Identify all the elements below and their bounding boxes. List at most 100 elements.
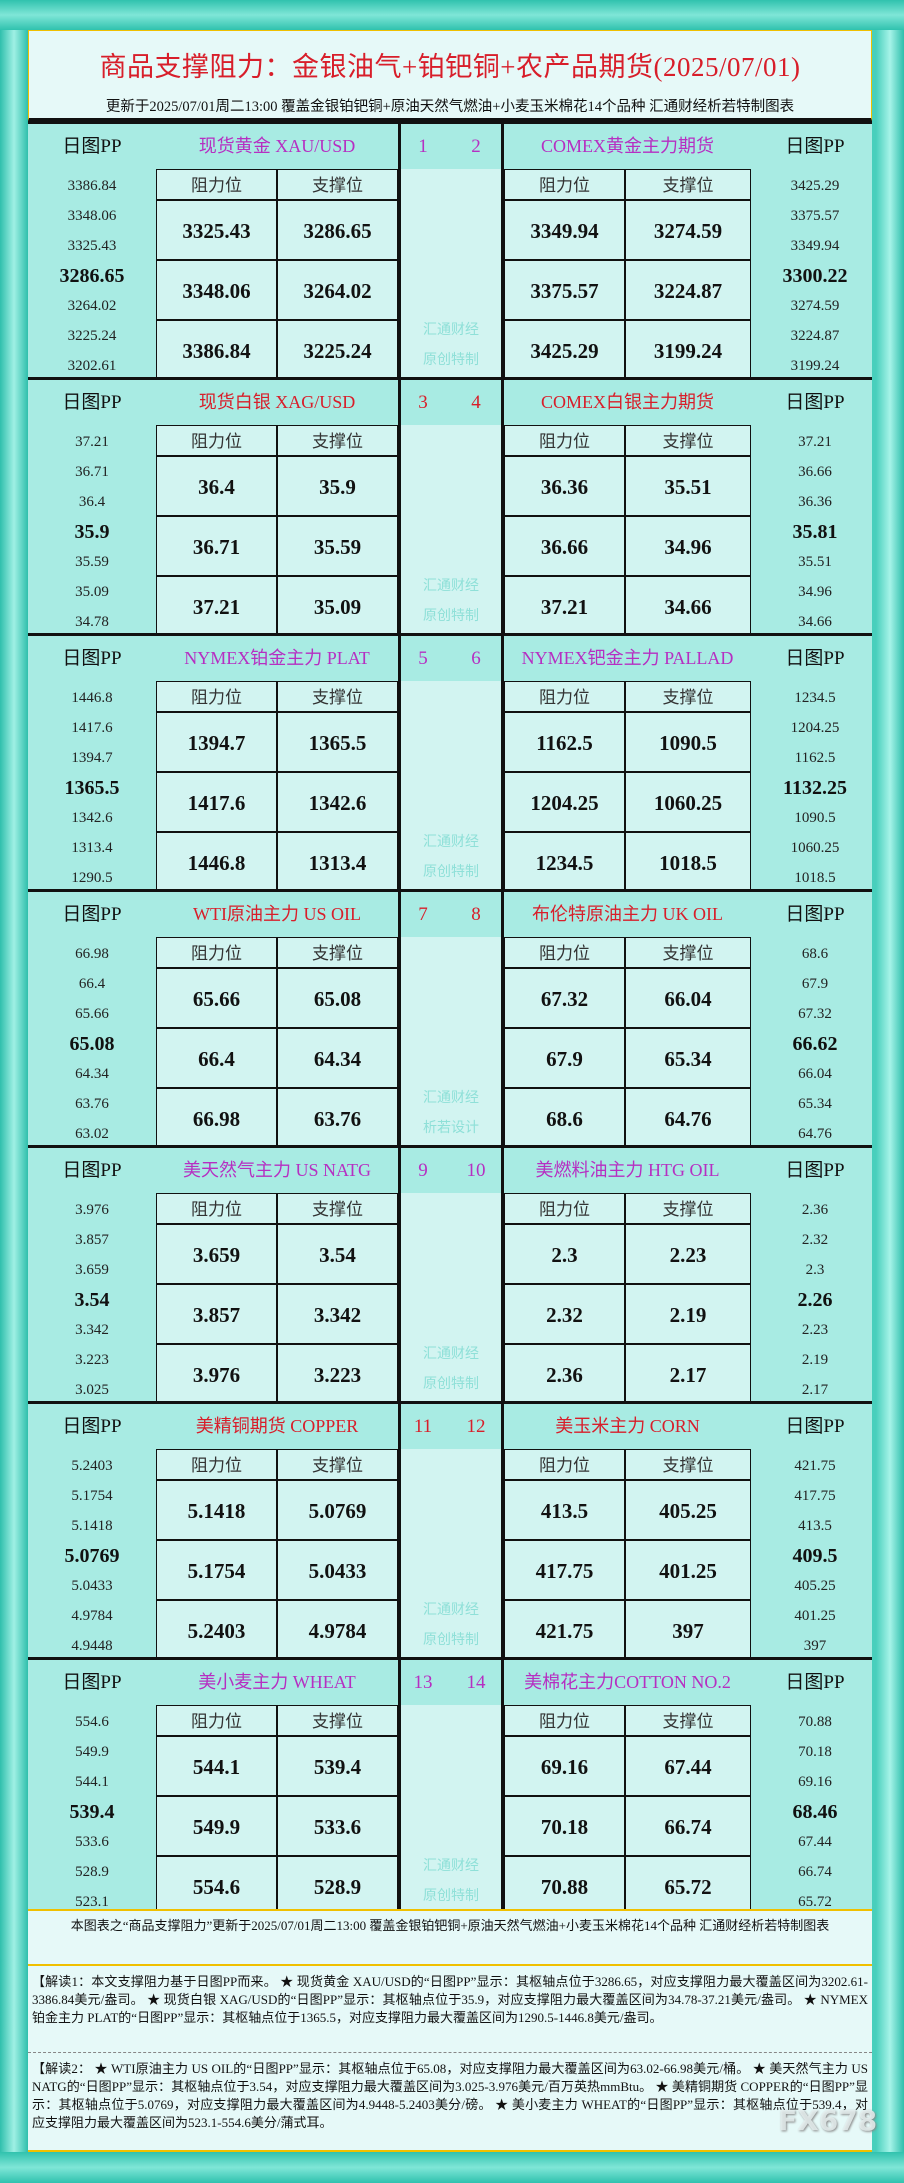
watermark-line: 析若设计 bbox=[423, 1121, 479, 1136]
support-value: 65.08 bbox=[277, 968, 398, 1028]
pp-label: 日图PP bbox=[785, 1416, 845, 1437]
resistance-header: 阻力位 bbox=[156, 1705, 277, 1736]
resistance-value: 3349.94 bbox=[504, 200, 625, 260]
pivot-point: 3286.65 bbox=[59, 265, 125, 287]
pivot-point: 2.26 bbox=[797, 1289, 833, 1311]
pp-level: 3199.24 bbox=[790, 358, 840, 374]
index-number-right: 10 bbox=[466, 1160, 486, 1181]
support-value: 401.25 bbox=[625, 1540, 751, 1600]
page-title: 商品支撑阻力：金银油气+铂钯铜+农产品期货(2025/07/01) bbox=[99, 52, 801, 82]
support-value: 34.66 bbox=[625, 576, 751, 636]
watermark-line: 汇通财经 bbox=[423, 1347, 479, 1362]
pp-level: 1162.5 bbox=[794, 750, 836, 766]
pp-label: 日图PP bbox=[62, 1672, 122, 1693]
pp-level: 67.9 bbox=[801, 976, 829, 992]
resistance-value: 36.4 bbox=[156, 456, 277, 516]
pp-level: 2.36 bbox=[801, 1202, 829, 1218]
pp-level: 3386.84 bbox=[67, 178, 117, 194]
support-value: 3264.02 bbox=[277, 260, 398, 320]
support-value: 63.76 bbox=[277, 1088, 398, 1148]
support-value: 3.342 bbox=[277, 1284, 398, 1344]
pp-label: 日图PP bbox=[785, 392, 845, 413]
support-value: 3224.87 bbox=[625, 260, 751, 320]
instrument-title: 美精铜期货 COPPER bbox=[195, 1416, 359, 1436]
resistance-value: 36.71 bbox=[156, 516, 277, 576]
commodity-block: 日图PP NYMEX铂金主力 PLAT 阻力位 支撑位 1394.7 1365.5 1417… bbox=[28, 633, 872, 892]
watermark-line: 原创特制 bbox=[423, 865, 479, 880]
resistance-value: 5.2403 bbox=[156, 1600, 277, 1660]
support-header: 支撑位 bbox=[625, 937, 751, 968]
pp-label: 日图PP bbox=[62, 904, 122, 925]
support-header: 支撑位 bbox=[625, 1705, 751, 1736]
commodity-block: 日图PP 现货黄金 XAU/USD 阻力位 支撑位 3325.43 3286.65 3348… bbox=[28, 121, 872, 380]
resistance-header: 阻力位 bbox=[504, 425, 625, 456]
index-header bbox=[398, 636, 504, 681]
resistance-value: 413.5 bbox=[504, 1480, 625, 1540]
pivot-point: 35.81 bbox=[792, 521, 838, 543]
index-header bbox=[398, 892, 504, 937]
resistance-value: 1162.5 bbox=[504, 712, 625, 772]
pivot-point: 3300.22 bbox=[782, 265, 848, 287]
pp-level: 405.25 bbox=[794, 1578, 836, 1594]
pp-level: 63.02 bbox=[75, 1126, 109, 1142]
watermark-column: 汇通财经 原创特制 bbox=[398, 1193, 504, 1404]
support-value: 533.6 bbox=[277, 1796, 398, 1856]
support-value: 35.09 bbox=[277, 576, 398, 636]
resistance-value: 1204.25 bbox=[504, 772, 625, 832]
pp-label: 日图PP bbox=[62, 1416, 122, 1437]
index-header bbox=[398, 124, 504, 169]
instrument-title: WTI原油主力 US OIL bbox=[193, 904, 361, 924]
pp-level: 4.9448 bbox=[71, 1638, 113, 1654]
resistance-value: 3386.84 bbox=[156, 320, 277, 380]
pivot-point: 5.0769 bbox=[64, 1545, 120, 1567]
fx678-logo: FX678 bbox=[778, 2104, 878, 2137]
watermark-column: 汇通财经 原创特制 bbox=[398, 425, 504, 636]
resistance-value: 3.659 bbox=[156, 1224, 277, 1284]
index-number-right: 4 bbox=[471, 392, 481, 413]
resistance-value: 70.88 bbox=[504, 1856, 625, 1916]
pp-level: 66.98 bbox=[75, 946, 109, 962]
support-value: 539.4 bbox=[277, 1736, 398, 1796]
pp-level: 66.4 bbox=[78, 976, 106, 992]
pp-level: 68.6 bbox=[801, 946, 829, 962]
pp-level: 65.72 bbox=[798, 1894, 832, 1910]
pp-level: 3.025 bbox=[75, 1382, 109, 1398]
top-decor-band bbox=[0, 0, 904, 30]
pp-level: 70.88 bbox=[798, 1714, 832, 1730]
support-header: 支撑位 bbox=[625, 1449, 751, 1480]
pp-level: 3349.94 bbox=[790, 238, 840, 254]
pp-level: 5.2403 bbox=[71, 1458, 113, 1474]
support-value: 1313.4 bbox=[277, 832, 398, 892]
support-value: 1090.5 bbox=[625, 712, 751, 772]
resistance-header: 阻力位 bbox=[504, 1193, 625, 1224]
support-value: 67.44 bbox=[625, 1736, 751, 1796]
support-value: 66.04 bbox=[625, 968, 751, 1028]
support-value: 3274.59 bbox=[625, 200, 751, 260]
resistance-header: 阻力位 bbox=[156, 681, 277, 712]
support-header: 支撑位 bbox=[277, 169, 398, 200]
support-value: 405.25 bbox=[625, 1480, 751, 1540]
pp-level: 34.96 bbox=[798, 584, 832, 600]
pivot-point: 66.62 bbox=[792, 1033, 838, 1055]
support-value: 66.74 bbox=[625, 1796, 751, 1856]
pp-level: 1394.7 bbox=[71, 750, 113, 766]
interpretation-1: 【解读1：本文支撑阻力基于日图PP而来。 ★ 现货黄金 XAU/USD的“日图P… bbox=[28, 1966, 872, 2053]
support-header: 支撑位 bbox=[625, 681, 751, 712]
instrument-title: COMEX白银主力期货 bbox=[540, 392, 714, 412]
resistance-value: 2.36 bbox=[504, 1344, 625, 1404]
support-value: 35.9 bbox=[277, 456, 398, 516]
resistance-value: 549.9 bbox=[156, 1796, 277, 1856]
pivot-point: 68.46 bbox=[792, 1801, 838, 1823]
pp-level: 66.04 bbox=[798, 1066, 832, 1082]
resistance-value: 3348.06 bbox=[156, 260, 277, 320]
resistance-value: 65.66 bbox=[156, 968, 277, 1028]
pp-level: 5.0433 bbox=[71, 1578, 113, 1594]
pp-level: 64.34 bbox=[75, 1066, 109, 1082]
support-value: 5.0769 bbox=[277, 1480, 398, 1540]
pp-level: 3325.43 bbox=[67, 238, 117, 254]
pp-level: 3224.87 bbox=[790, 328, 840, 344]
instrument-title: 现货黄金 XAU/USD bbox=[198, 136, 356, 156]
commodity-block: 日图PP WTI原油主力 US OIL 阻力位 支撑位 65.66 65.08 66.4 64… bbox=[28, 889, 872, 1148]
page-subtitle: 更新于2025/07/01周二13:00 覆盖金银铂钯铜+原油天然气燃油+小麦玉… bbox=[105, 99, 795, 115]
index-number-right: 6 bbox=[471, 648, 481, 669]
